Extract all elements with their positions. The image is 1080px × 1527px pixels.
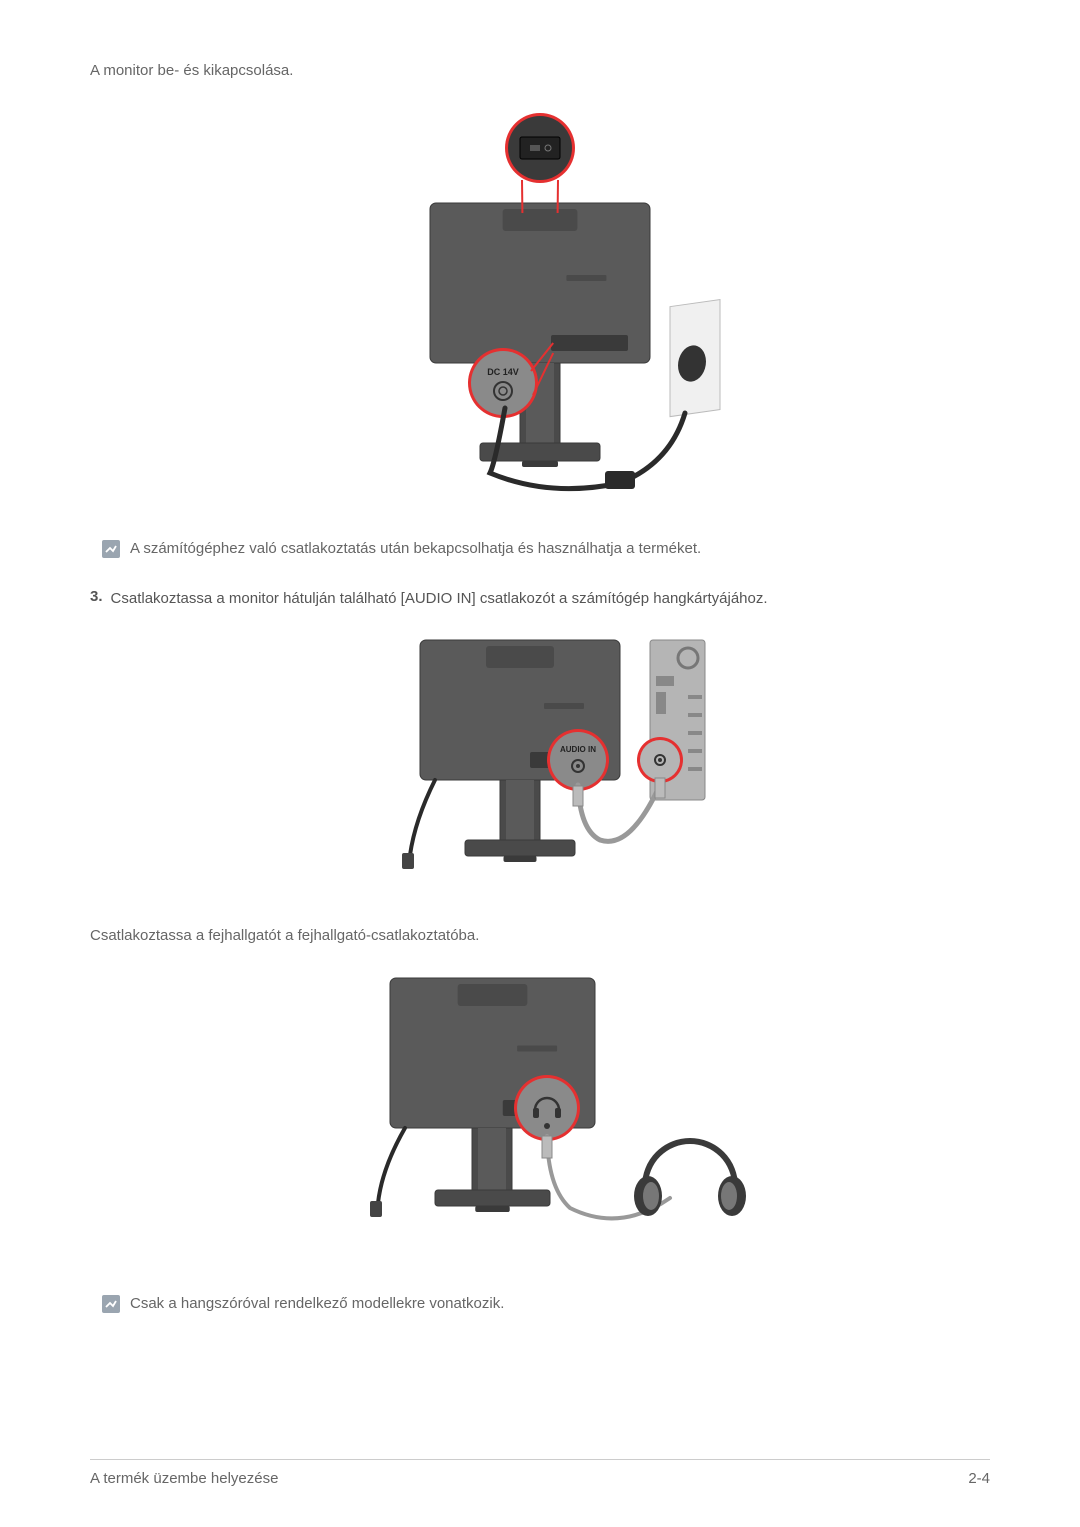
step-text: Csatlakoztassa a monitor hátulján találh… xyxy=(111,588,768,611)
figure-audio: AUDIO IN xyxy=(90,630,990,895)
headphone-text: Csatlakoztassa a fejhallgatót a fejhallg… xyxy=(90,925,990,948)
svg-text:AUDIO IN: AUDIO IN xyxy=(560,745,596,754)
step-number: 3. xyxy=(90,588,103,611)
note-text-1: A számítógéphez való csatlakoztatás után… xyxy=(130,538,701,561)
intro-text: A monitor be- és kikapcsolása. xyxy=(90,60,990,83)
note-after-connect: A számítógéphez való csatlakoztatás után… xyxy=(102,538,990,563)
note-icon xyxy=(102,540,120,563)
page-footer: A termék üzembe helyezése 2-4 xyxy=(90,1459,990,1487)
figure-headphone xyxy=(90,968,990,1263)
note-speaker-models: Csak a hangszóróval rendelkező modellekr… xyxy=(102,1293,990,1318)
note-icon xyxy=(102,1295,120,1318)
step-3: 3. Csatlakoztassa a monitor hátulján tal… xyxy=(90,588,990,611)
footer-left: A termék üzembe helyezése xyxy=(90,1470,278,1487)
svg-text:DC 14V: DC 14V xyxy=(487,367,519,377)
figure-power: DC 14V xyxy=(90,103,990,508)
note-text-2: Csak a hangszóróval rendelkező modellekr… xyxy=(130,1293,504,1316)
footer-right: 2-4 xyxy=(968,1470,990,1487)
